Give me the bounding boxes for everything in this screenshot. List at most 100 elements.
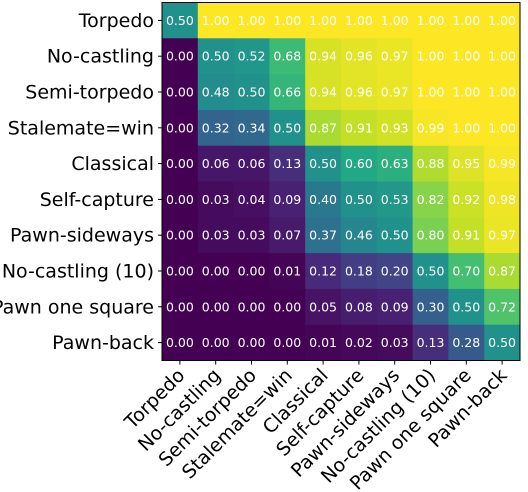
heatmap-cell [412, 253, 449, 290]
heatmap-cell [233, 38, 270, 75]
heatmap-cell [197, 2, 234, 39]
cell-value-label: 0.91 [452, 228, 480, 243]
heatmap-cell [197, 181, 234, 218]
y-tick-label: No-castling [47, 46, 154, 68]
cell-value-label: 0.94 [309, 85, 337, 100]
heatmap-cell [412, 288, 449, 326]
cell-value-label: 0.50 [166, 13, 194, 28]
heatmap-cell [162, 145, 199, 182]
cell-value-label: 0.80 [417, 228, 445, 243]
cell-value-label: 0.00 [166, 335, 194, 350]
cell-value-label: 0.92 [452, 192, 480, 207]
heatmap-cell [484, 324, 521, 361]
heatmap-cell [376, 145, 413, 182]
y-tick-label: Pawn-sideways [10, 225, 154, 247]
cell-value-label: 1.00 [452, 13, 480, 28]
heatmap-cell [269, 74, 306, 111]
cell-value-label: 1.00 [273, 13, 301, 28]
cell-value-label: 0.00 [166, 264, 194, 279]
cell-value-label: 0.96 [345, 49, 373, 64]
heatmap-cell [305, 2, 342, 39]
heatmap-cell [233, 74, 270, 111]
cell-value-label: 0.87 [309, 120, 337, 135]
plot-frame [161, 2, 521, 361]
cell-value-label: 0.30 [417, 299, 445, 314]
cell-value-label: 0.00 [166, 228, 194, 243]
heatmap-cell [305, 74, 342, 111]
cell-value-label: 0.50 [202, 49, 230, 64]
cell-value-label: 1.00 [202, 13, 230, 28]
heatmap-cell [162, 324, 199, 361]
y-tick-labels: Torpedo No-castling Semi-torpedo Stalemate=… [0, 10, 154, 354]
heatmap-cell [233, 253, 270, 290]
heatmap-cell [305, 38, 342, 75]
heatmap-cell [484, 38, 521, 75]
cell-value-label: 0.06 [238, 156, 266, 171]
cell-value-label: 1.00 [417, 49, 445, 64]
cell-value-label: 0.50 [417, 264, 445, 279]
cell-value-label: 0.52 [238, 49, 266, 64]
cell-value-label: 0.00 [238, 264, 266, 279]
cell-value-label: 0.00 [273, 335, 301, 350]
heatmap-cell [448, 74, 485, 111]
heatmap-cell [233, 324, 270, 361]
heatmap-cell [412, 181, 449, 218]
heatmap-cell [197, 38, 234, 75]
heatmap-cell [341, 145, 378, 182]
cell-value-label: 1.00 [488, 13, 516, 28]
heatmap-cell [269, 38, 306, 75]
y-tick-label: Pawn one square [0, 296, 154, 318]
cell-value-label: 0.03 [202, 192, 230, 207]
heatmap-cell [448, 288, 485, 326]
heatmap-cells [162, 2, 521, 361]
cell-value-label: 0.37 [309, 228, 337, 243]
cell-value-label: 0.28 [452, 335, 480, 350]
heatmap-cell [162, 109, 199, 147]
heatmap-cell [376, 217, 413, 254]
cell-value-label: 0.05 [309, 299, 337, 314]
heatmap-cell [376, 38, 413, 75]
cell-value-label: 0.03 [202, 228, 230, 243]
heatmap-cell [376, 288, 413, 326]
heatmap-cell [448, 2, 485, 39]
heatmap-cell [305, 324, 342, 361]
heatmap-cell [448, 181, 485, 218]
cell-value-label: 0.88 [417, 156, 445, 171]
heatmap-cell [269, 145, 306, 182]
heatmap-cell [269, 217, 306, 254]
heatmap-cell [412, 324, 449, 361]
cell-value-label: 0.00 [166, 156, 194, 171]
heatmap-cell [341, 74, 378, 111]
y-tick-label: Self-capture [40, 189, 154, 211]
cell-value-label: 0.94 [309, 49, 337, 64]
cell-value-label: 1.00 [417, 13, 445, 28]
heatmap-cell [197, 145, 234, 182]
heatmap-cell [162, 181, 199, 218]
cell-value-label: 0.91 [345, 120, 373, 135]
cell-value-label: 0.00 [238, 335, 266, 350]
heatmap-cell [341, 2, 378, 39]
cell-value-label: 1.00 [417, 85, 445, 100]
heatmap-cell [233, 288, 270, 326]
cell-value-label: 0.00 [166, 85, 194, 100]
cell-value-label: 0.72 [488, 299, 516, 314]
cell-value-label: 1.00 [381, 13, 409, 28]
heatmap-cell [305, 181, 342, 218]
cell-value-label: 0.60 [345, 156, 373, 171]
heatmap-cell [412, 38, 449, 75]
heatmap-cell [305, 145, 342, 182]
cell-value-label: 0.50 [273, 120, 301, 135]
cell-value-label: 1.00 [309, 13, 337, 28]
cell-value-label: 0.12 [309, 264, 337, 279]
cell-value-label: 0.00 [166, 49, 194, 64]
cell-value-label: 0.97 [381, 85, 409, 100]
cell-value-label: 0.32 [202, 120, 230, 135]
heatmap-cell [448, 109, 485, 147]
heatmap-cell [448, 145, 485, 182]
cell-value-label: 1.00 [452, 120, 480, 135]
heatmap-cell [162, 253, 199, 290]
cell-value-label: 0.00 [202, 335, 230, 350]
cell-value-label: 0.00 [166, 192, 194, 207]
heatmap-cell [233, 109, 270, 147]
cell-value-label: 1.00 [488, 49, 516, 64]
